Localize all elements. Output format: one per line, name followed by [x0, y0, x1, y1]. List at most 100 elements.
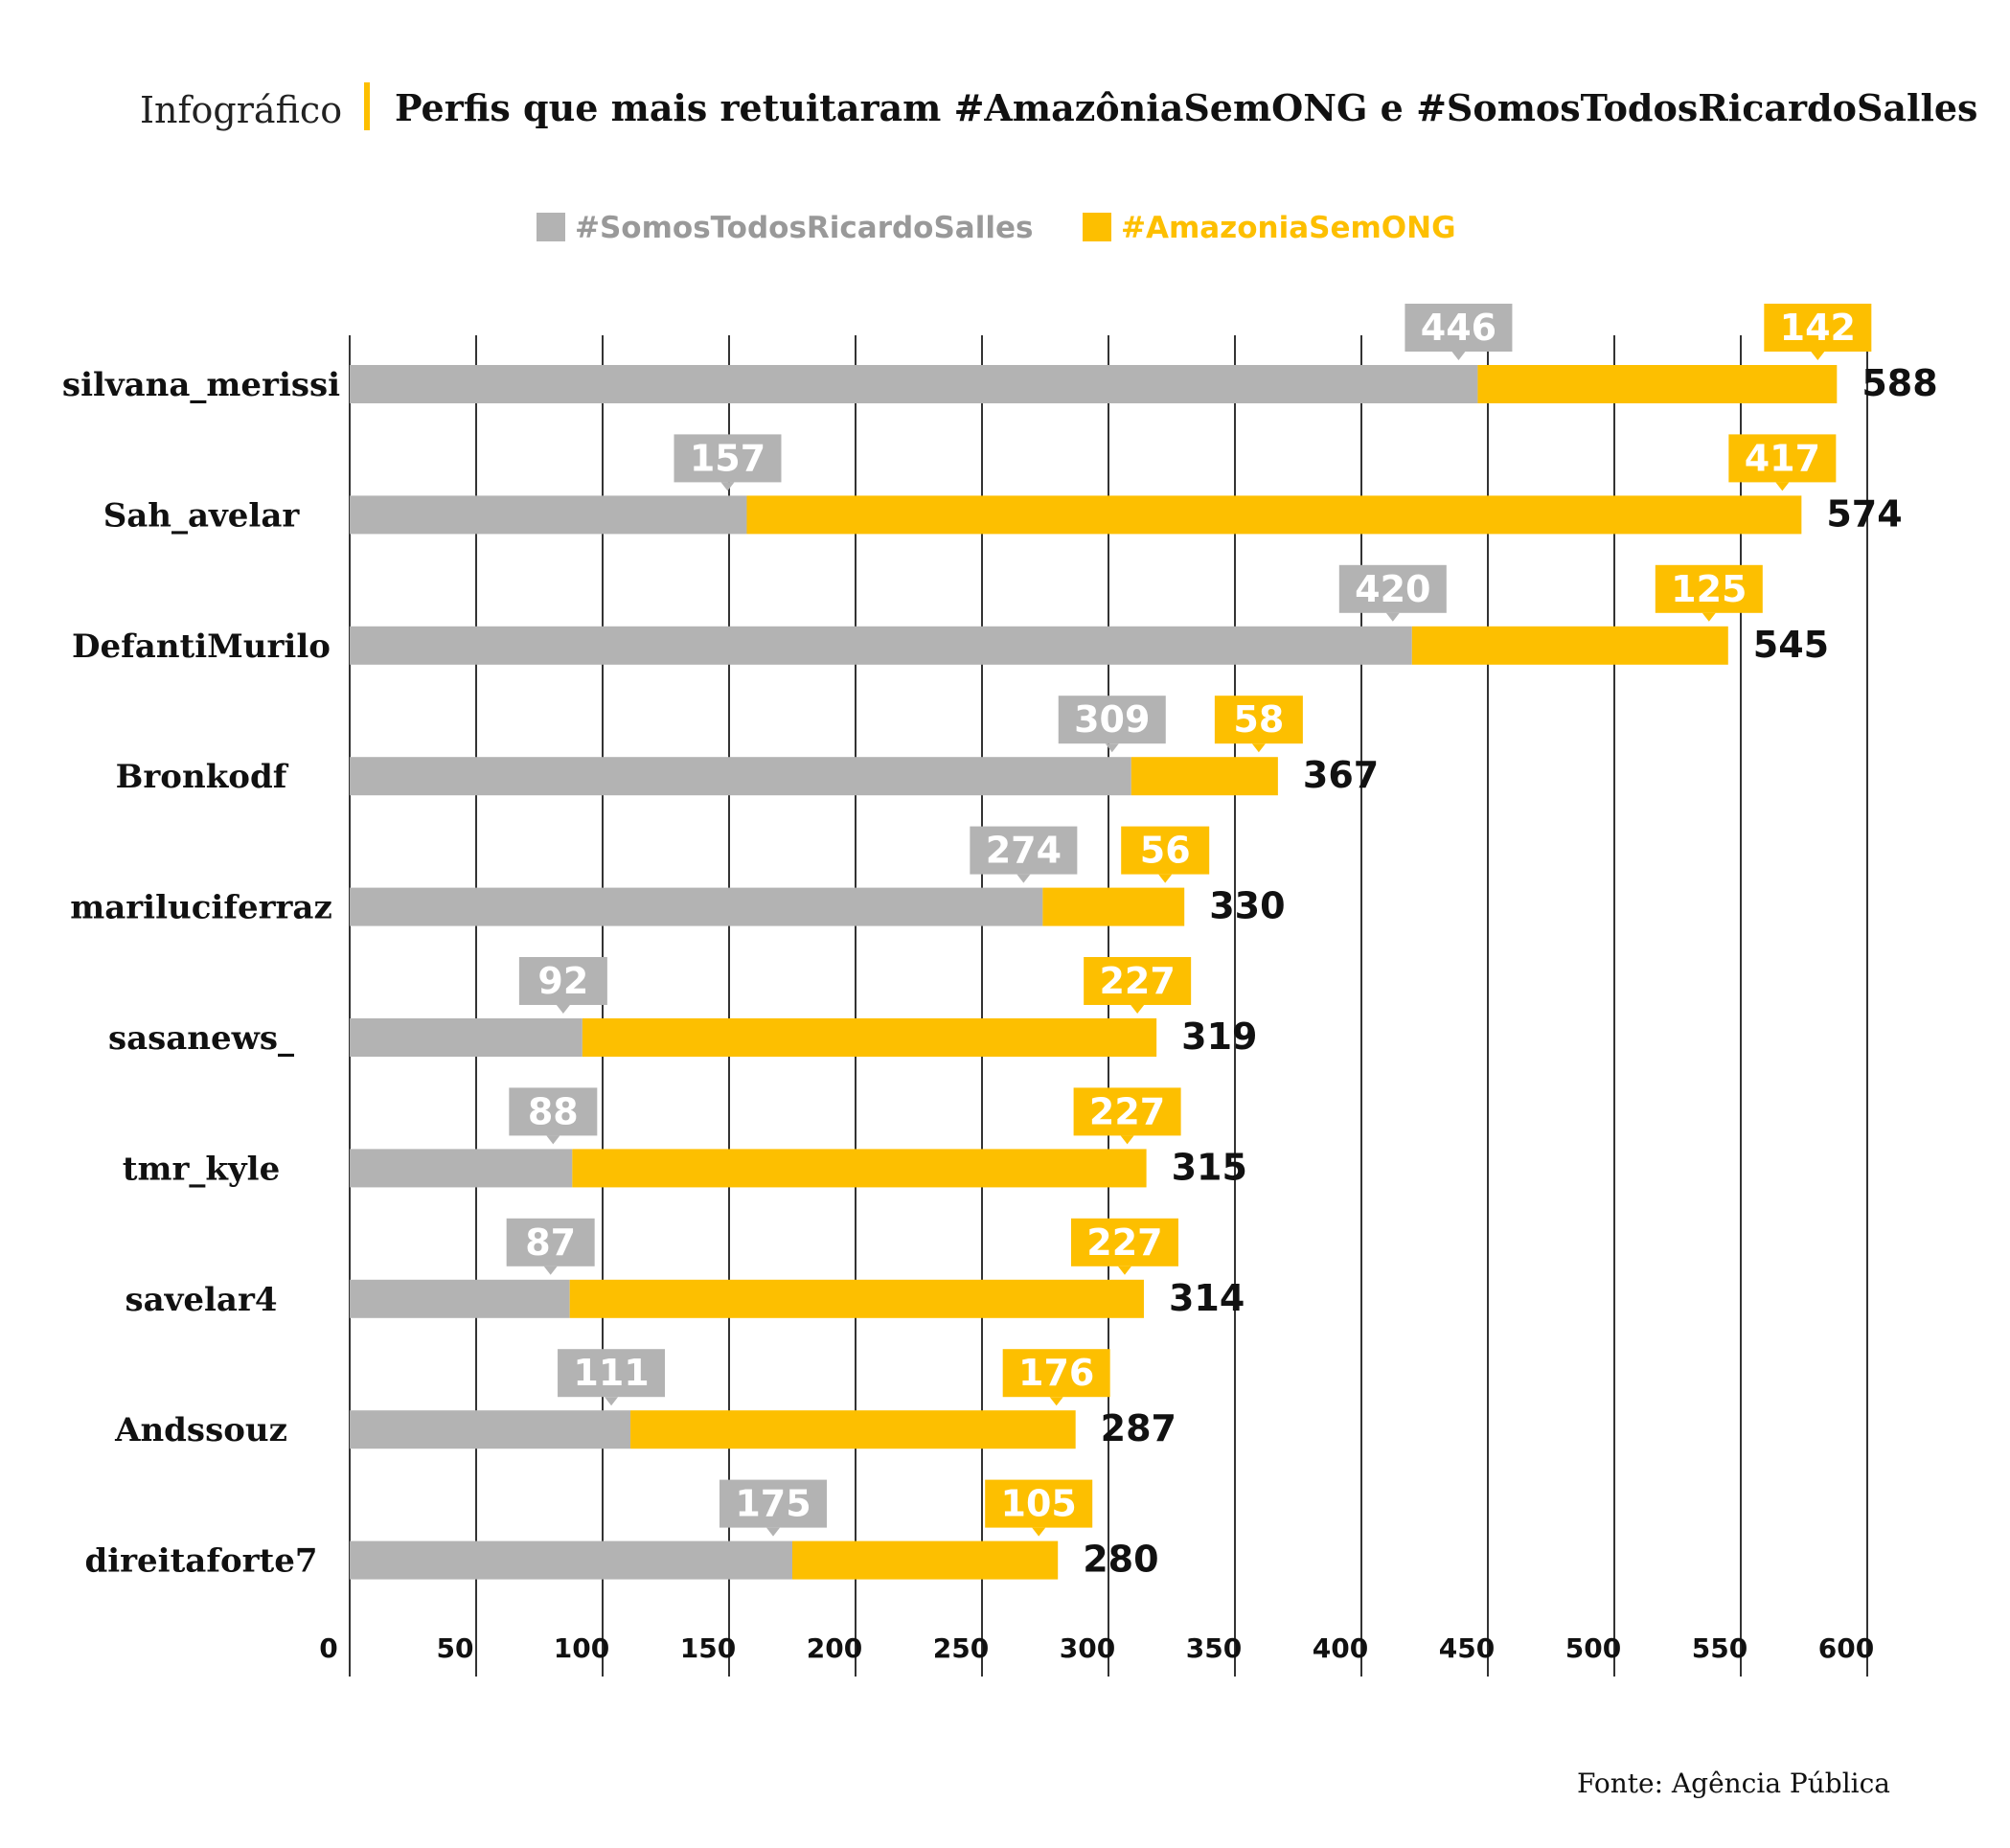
value-label-amazonia-box: [1084, 957, 1192, 1005]
value-label-somos: 420: [1355, 568, 1430, 610]
x-tick-label: 200: [807, 1632, 862, 1664]
value-label-somos-pointer: [1451, 352, 1466, 360]
value-label-somos-box: [674, 434, 782, 483]
legend-swatch-somos: [537, 213, 565, 241]
value-label-somos: 175: [735, 1483, 811, 1525]
category-label: Andssouz: [114, 1411, 287, 1449]
value-label-amazonia: 417: [1745, 437, 1820, 479]
x-tick-label: 150: [680, 1632, 736, 1664]
bar-amazonia: [1411, 626, 1728, 665]
category-label: Sah_avelar: [103, 496, 301, 535]
value-label-somos-box: [1405, 304, 1513, 352]
x-axis: 0 50 100 150 200 250 300 350 400 450 500 550 600: [319, 1632, 1874, 1664]
chart-title: Perfis que mais retuitaram #AmazôniaSemO…: [395, 86, 1977, 129]
header-kicker: Infográfico: [140, 89, 342, 131]
value-label-somos: 157: [690, 437, 765, 479]
value-label-somos-box: [506, 1218, 595, 1266]
header-divider: [364, 82, 370, 130]
x-tick-label: 350: [1186, 1632, 1242, 1664]
value-label-somos-pointer: [720, 482, 735, 491]
bar-amazonia: [572, 1149, 1147, 1188]
value-label-amazonia: 125: [1671, 568, 1747, 610]
value-label-somos-box: [518, 957, 607, 1005]
value-label-amazonia: 105: [1001, 1483, 1077, 1525]
category-label: silvana_merissi: [62, 366, 340, 404]
total-label: 315: [1172, 1146, 1247, 1188]
value-label-amazonia-box: [1121, 826, 1210, 875]
x-tick-label: 550: [1692, 1632, 1747, 1664]
bar-row: Bronkodf 309 58 367: [116, 696, 1379, 796]
value-label-somos: 309: [1074, 698, 1150, 741]
x-tick-label: 50: [437, 1632, 474, 1664]
value-label-amazonia-pointer: [1117, 1266, 1131, 1275]
value-label-amazonia: 227: [1086, 1221, 1162, 1264]
bar-amazonia: [1131, 757, 1278, 796]
legend: #SomosTodosRicardoSalles #AmazoniaSemONG: [537, 211, 1456, 245]
value-label-somos: 274: [986, 830, 1062, 872]
bar-amazonia: [792, 1540, 1059, 1580]
category-label: savelar4: [125, 1281, 277, 1319]
total-label: 287: [1101, 1407, 1176, 1449]
bar-row: mariluciferraz 274 56 330: [70, 826, 1286, 927]
bar-somos: [350, 626, 1412, 665]
bar-amazonia: [1477, 365, 1838, 403]
source-note: Fonte: Agência Pública: [1577, 1768, 1890, 1799]
bar-somos: [350, 1279, 570, 1318]
value-label-amazonia-pointer: [1049, 1397, 1063, 1406]
value-label-amazonia-pointer: [1120, 1135, 1134, 1145]
x-tick-label: 250: [933, 1632, 989, 1664]
value-label-somos: 111: [573, 1352, 649, 1394]
bar-amazonia: [746, 495, 1802, 535]
legend-label-somos: #SomosTodosRicardoSalles: [575, 211, 1033, 245]
value-label-somos: 87: [525, 1221, 576, 1264]
category-label: direitaforte7: [84, 1542, 317, 1581]
value-label-somos-pointer: [1385, 612, 1400, 622]
bar-amazonia: [569, 1279, 1144, 1318]
value-label-somos-pointer: [556, 1005, 570, 1014]
bar-somos: [350, 495, 747, 535]
total-label: 574: [1826, 492, 1902, 535]
value-label-amazonia-box: [1214, 696, 1303, 744]
value-label-amazonia-box: [1728, 434, 1837, 483]
x-tick-label: 500: [1565, 1632, 1621, 1664]
value-label-amazonia: 142: [1780, 307, 1856, 349]
bar-somos: [350, 887, 1043, 926]
category-label: mariluciferraz: [70, 889, 332, 927]
value-label-amazonia-pointer: [1775, 482, 1790, 491]
value-label-somos-pointer: [546, 1135, 560, 1145]
value-label-amazonia-box: [985, 1479, 1093, 1528]
value-label-somos-box: [719, 1479, 827, 1528]
value-label-somos-pointer: [1105, 743, 1119, 753]
bar-somos: [350, 1540, 792, 1580]
value-label-amazonia: 58: [1233, 698, 1284, 741]
value-label-amazonia-pointer: [1158, 874, 1173, 883]
value-label-amazonia-pointer: [1131, 1005, 1145, 1014]
value-label-somos-pointer: [605, 1397, 619, 1406]
value-label-somos-box: [970, 826, 1078, 875]
bar-somos: [350, 1149, 573, 1188]
value-label-somos-box: [509, 1087, 598, 1136]
total-label: 280: [1083, 1539, 1158, 1581]
bar-amazonia: [1042, 887, 1185, 926]
legend-label-amazonia: #AmazoniaSemONG: [1121, 211, 1456, 245]
value-label-amazonia: 227: [1089, 1090, 1165, 1132]
value-label-somos: 446: [1421, 307, 1496, 349]
category-label: Bronkodf: [116, 758, 289, 796]
x-tick-label: 450: [1439, 1632, 1495, 1664]
value-label-amazonia-pointer: [1032, 1527, 1046, 1537]
x-tick-label: 300: [1060, 1632, 1115, 1664]
bar-somos: [350, 1410, 631, 1449]
bar-somos: [350, 757, 1131, 796]
x-tick-label: 600: [1818, 1632, 1874, 1664]
value-label-amazonia-pointer: [1251, 743, 1266, 753]
value-label-amazonia-box: [1002, 1349, 1110, 1398]
total-label: 330: [1209, 885, 1285, 927]
value-label-somos-box: [1058, 696, 1166, 744]
